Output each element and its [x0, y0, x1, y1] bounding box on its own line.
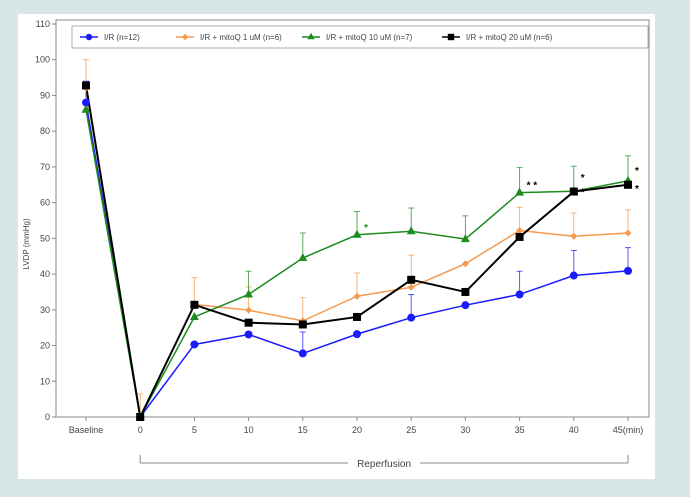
data-point — [570, 232, 578, 240]
data-point — [407, 283, 415, 291]
x-tick-label: 25 — [406, 425, 416, 435]
legend-entry: I/R (n=12) — [104, 33, 140, 42]
data-point — [515, 187, 525, 196]
data-point — [569, 187, 578, 196]
data-point — [407, 313, 416, 322]
data-point — [353, 312, 361, 321]
plot-frame — [55, 19, 650, 418]
series-lines — [85, 85, 629, 421]
significance-mark: * — [635, 184, 639, 195]
y-tick-label: 90 — [40, 90, 50, 100]
legend: I/R (n=12) I/R + mitoQ 1 uM (n=6) I/R + mi… — [71, 25, 649, 49]
legend-entry: I/R + mitoQ 1 uM (n=6) — [200, 33, 282, 42]
data-point — [136, 413, 145, 421]
data-point — [190, 300, 199, 309]
data-point — [461, 287, 470, 296]
significance-mark: * — [581, 187, 585, 198]
data-point — [244, 289, 254, 298]
y-tick-label: 0 — [45, 412, 50, 422]
y-tick-label: 20 — [40, 341, 50, 351]
x-tick-label: 45(min) — [613, 425, 644, 435]
data-point — [298, 349, 307, 358]
x-tick-label: Baseline — [69, 425, 104, 435]
reperfusion-label: Reperfusion — [357, 459, 411, 470]
legend-box — [71, 25, 649, 49]
y-tick-label: 100 — [35, 55, 50, 65]
data-point — [515, 232, 524, 241]
data-point — [244, 318, 253, 327]
data-point — [244, 330, 253, 339]
x-tick-label: 15 — [298, 425, 308, 435]
significance-annotations: * * * * * * * — [364, 166, 639, 234]
x-tick-label: 0 — [138, 425, 143, 435]
data-point — [298, 320, 307, 329]
data-point — [624, 180, 632, 189]
significance-mark: * — [364, 223, 368, 234]
legend-marker — [307, 32, 315, 40]
x-tick-label: 20 — [352, 425, 362, 435]
data-point — [189, 311, 199, 320]
data-point — [82, 98, 90, 107]
significance-mark: * — [635, 166, 639, 177]
series-line — [85, 109, 629, 420]
legend-marker — [181, 33, 189, 41]
x-tick-label: 5 — [192, 425, 197, 435]
y-tick-label: 80 — [40, 126, 50, 136]
data-point — [298, 253, 308, 262]
data-point — [624, 266, 632, 275]
data-point — [515, 290, 524, 299]
legend-marker — [447, 33, 455, 41]
data-point — [516, 227, 524, 235]
legend-entry: I/R + mitoQ 10 uM (n=7) — [326, 33, 413, 42]
legend-entry: I/R + mitoQ 20 uM (n=6) — [466, 33, 553, 42]
data-point — [624, 229, 632, 237]
data-point — [569, 271, 578, 280]
data-point — [407, 275, 416, 284]
data-point — [352, 229, 362, 238]
data-point — [461, 260, 469, 268]
y-axis: 0 10 20 30 40 50 60 70 80 90 100 110 — [35, 19, 56, 422]
data-point — [353, 330, 361, 339]
y-tick-label: 40 — [40, 269, 50, 279]
reperfusion-bracket: Reperfusion — [139, 455, 629, 470]
data-point — [406, 226, 416, 235]
significance-mark: * — [581, 173, 585, 184]
significance-mark: * * — [527, 180, 538, 191]
chart-card: 0 10 20 30 40 50 60 70 80 90 100 110 Baseline 0 5 10 15… — [18, 14, 655, 479]
data-point — [82, 81, 90, 90]
x-tick-label: 35 — [515, 425, 525, 435]
y-tick-label: 70 — [40, 162, 50, 172]
x-tick-label: 30 — [460, 425, 470, 435]
x-axis: Baseline 0 5 10 15 20 25 30 35 40 45(min) — [69, 417, 644, 435]
line-chart: 0 10 20 30 40 50 60 70 80 90 100 110 Baseline 0 5 10 15… — [22, 19, 650, 470]
y-tick-label: 60 — [40, 198, 50, 208]
data-point — [460, 234, 470, 243]
series-markers — [81, 81, 633, 421]
data-point — [353, 292, 361, 300]
y-tick-label: 10 — [40, 376, 50, 386]
y-axis-label: LVDP (mmHg) — [22, 218, 31, 270]
x-tick-label: 40 — [569, 425, 579, 435]
data-point — [190, 340, 199, 349]
x-tick-label: 10 — [244, 425, 254, 435]
legend-marker — [85, 33, 93, 41]
data-point — [245, 306, 253, 314]
y-tick-label: 110 — [36, 19, 50, 29]
y-tick-label: 30 — [40, 305, 50, 315]
series-line — [85, 102, 629, 419]
y-tick-label: 50 — [40, 233, 50, 243]
data-point — [81, 104, 91, 113]
data-point — [461, 301, 470, 310]
